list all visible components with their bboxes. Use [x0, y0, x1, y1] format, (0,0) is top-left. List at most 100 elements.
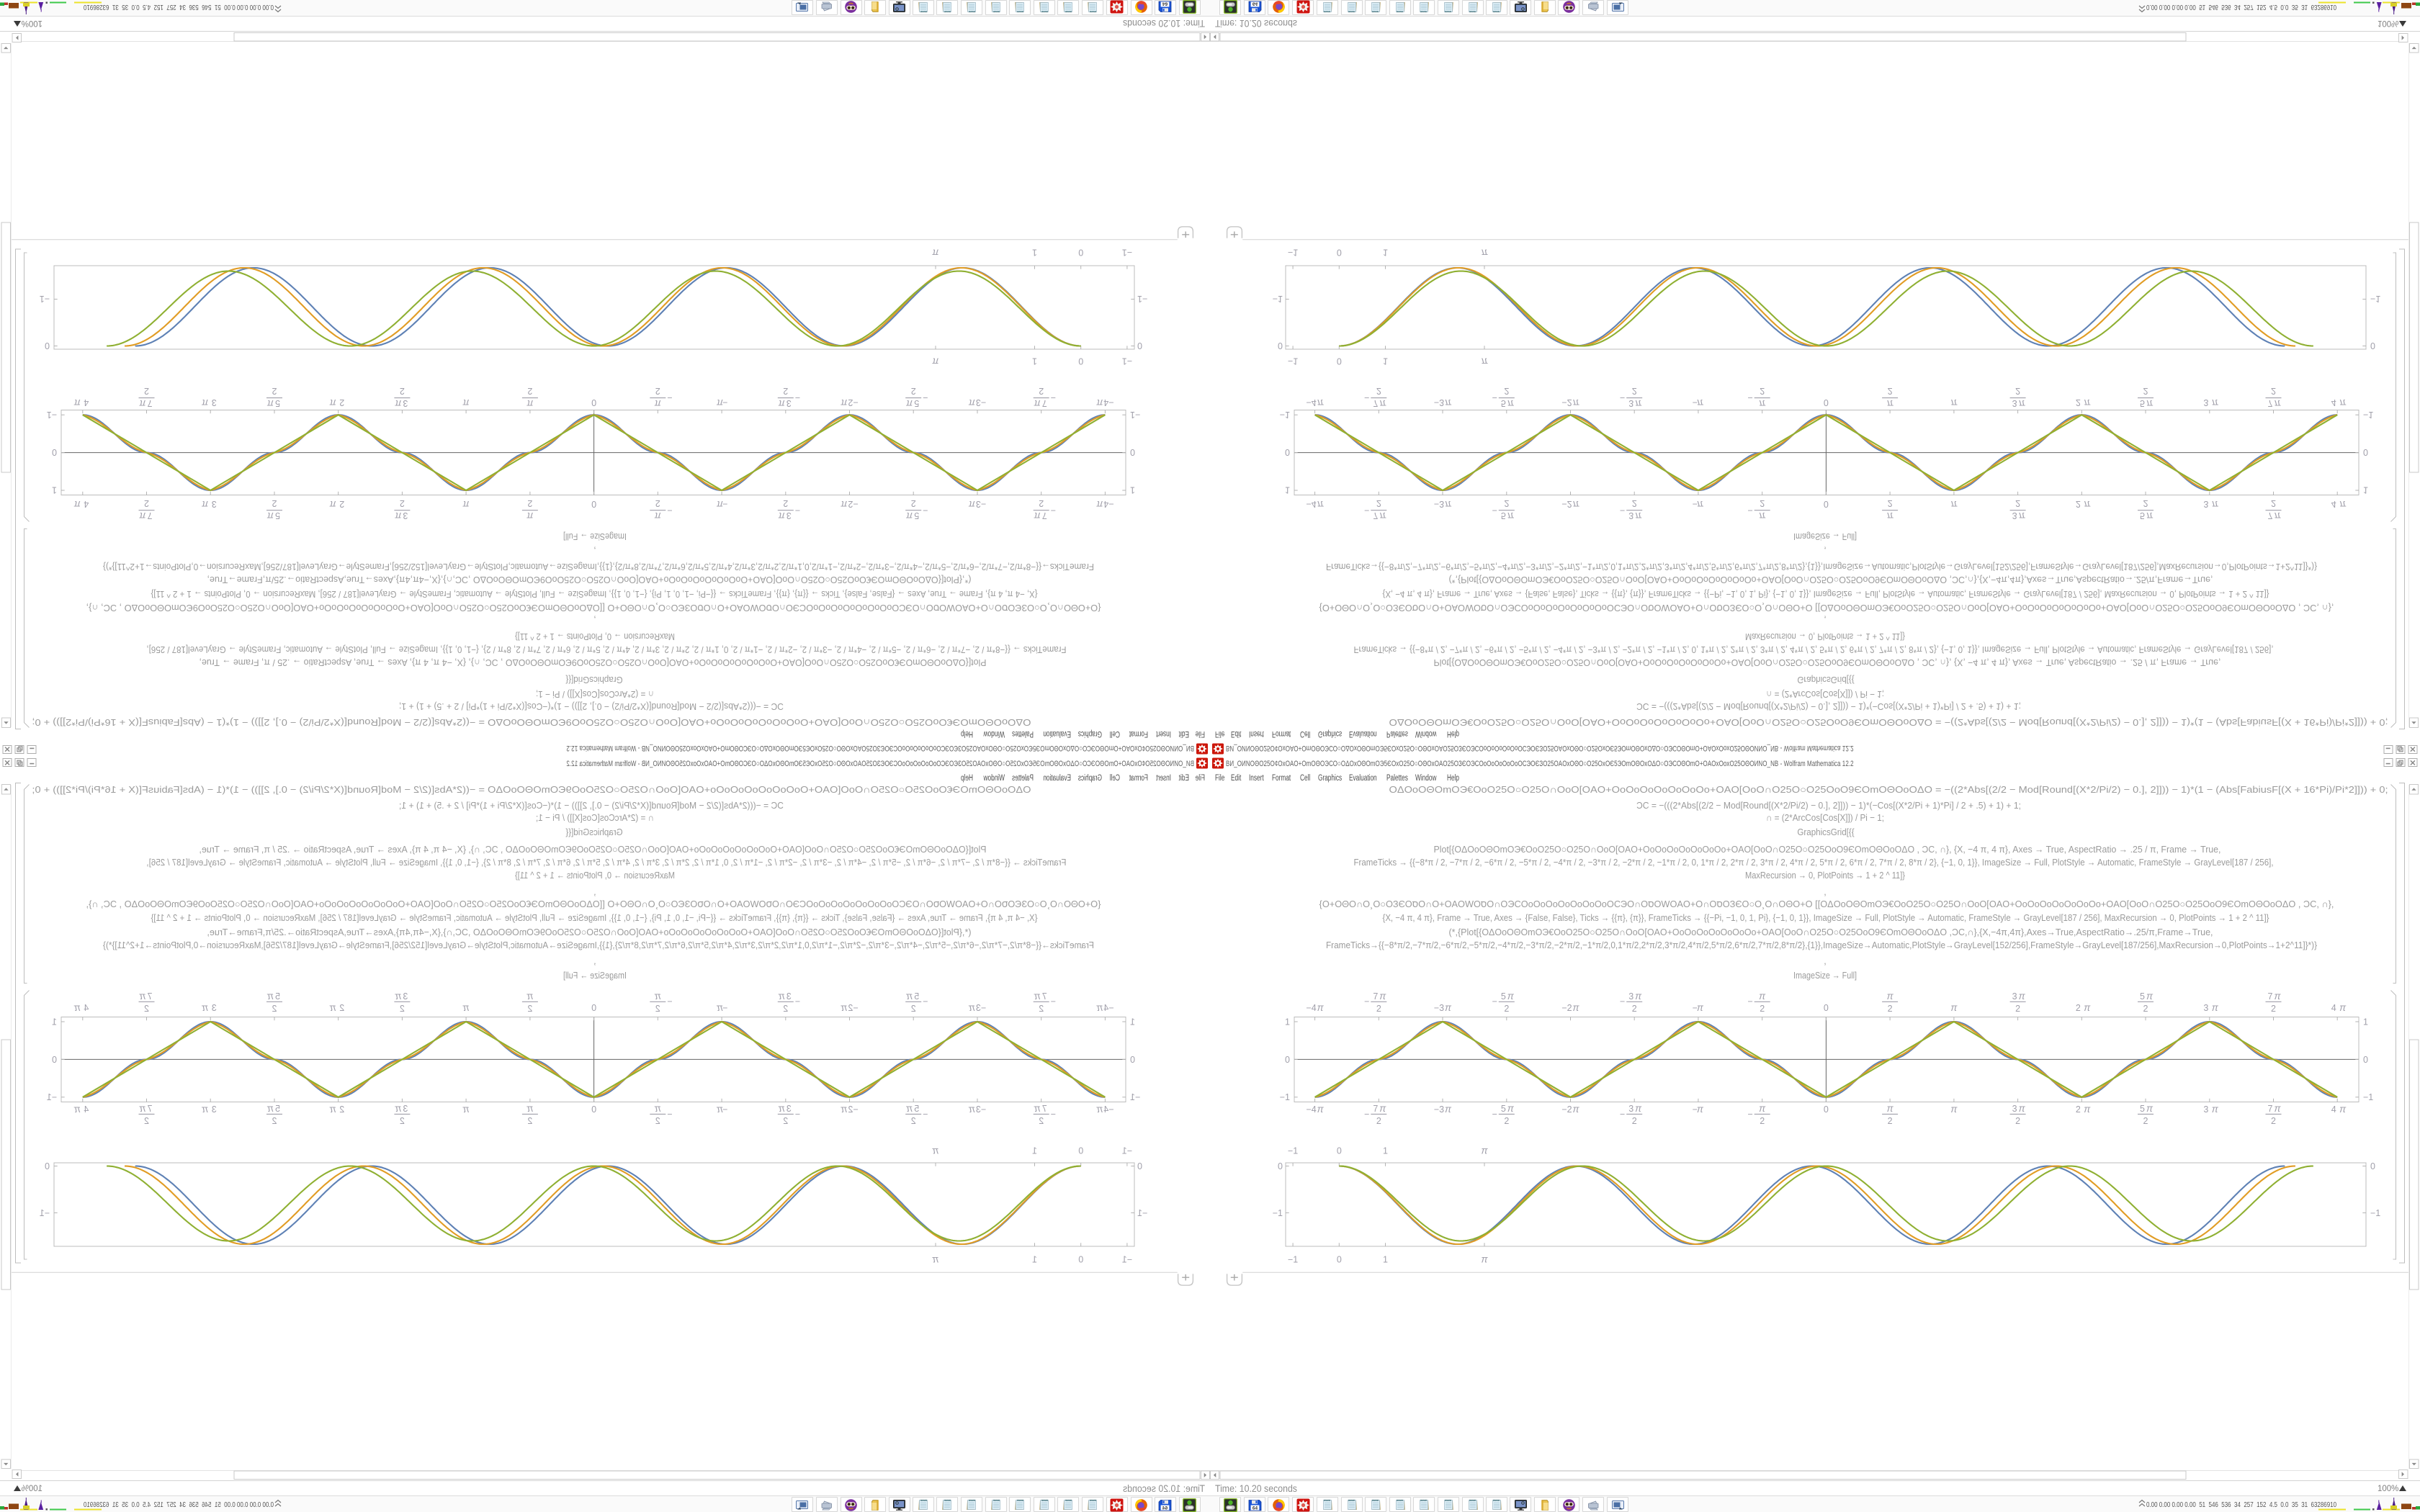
svg-text:π: π — [1697, 397, 1704, 408]
svg-text:π: π — [1481, 248, 1488, 258]
svg-text:π: π — [716, 1104, 723, 1115]
svg-text:5: 5 — [275, 1104, 280, 1114]
svg-text:π: π — [1095, 397, 1103, 408]
svg-text:−1: −1 — [1122, 248, 1132, 258]
svg-text:π: π — [201, 397, 208, 408]
svg-text:−4: −4 — [1103, 499, 1113, 509]
svg-text:0: 0 — [2363, 1055, 2368, 1065]
svg-text:−: − — [1492, 1109, 1497, 1119]
svg-text:−2: −2 — [848, 1003, 858, 1013]
svg-text:2: 2 — [1632, 1116, 1637, 1126]
svg-text:−2: −2 — [848, 499, 858, 509]
svg-text:π: π — [1379, 510, 1386, 521]
svg-text:π: π — [2084, 1002, 2091, 1013]
svg-text:π: π — [1759, 1103, 1766, 1114]
svg-text:π: π — [526, 991, 533, 1002]
svg-text:π: π — [2339, 499, 2347, 510]
svg-text:−: − — [1364, 1109, 1369, 1119]
svg-text:π: π — [778, 398, 785, 409]
svg-text:π: π — [1950, 499, 1958, 510]
svg-text:π: π — [932, 248, 939, 258]
svg-text:π: π — [526, 398, 533, 409]
svg-text:7: 7 — [1373, 398, 1378, 408]
svg-text:0: 0 — [1337, 1146, 1342, 1156]
svg-text:π: π — [266, 1103, 274, 1114]
svg-text:3: 3 — [2203, 1104, 2208, 1115]
svg-text:5: 5 — [914, 1104, 919, 1114]
svg-text:−: − — [1620, 393, 1625, 403]
svg-text:3: 3 — [1628, 398, 1634, 408]
svg-text:−4: −4 — [1103, 1104, 1113, 1115]
svg-text:3: 3 — [1628, 1104, 1634, 1114]
svg-text:π: π — [2019, 398, 2026, 409]
svg-text:0: 0 — [2370, 1161, 2375, 1171]
svg-text:3: 3 — [403, 398, 408, 408]
svg-text:7: 7 — [2268, 398, 2273, 408]
svg-text:2: 2 — [783, 1116, 788, 1126]
svg-text:2: 2 — [911, 498, 916, 508]
svg-text:π: π — [968, 397, 975, 408]
svg-text:2: 2 — [144, 1116, 149, 1126]
svg-text:0: 0 — [591, 397, 596, 408]
svg-text:3: 3 — [212, 499, 217, 509]
svg-text:−: − — [1364, 505, 1369, 516]
svg-text:−3: −3 — [976, 1003, 986, 1013]
svg-text:π: π — [968, 499, 975, 510]
svg-text:π: π — [1697, 1002, 1704, 1013]
svg-text:π: π — [654, 398, 661, 409]
svg-text:π: π — [1379, 1103, 1386, 1114]
svg-text:π: π — [1034, 1103, 1041, 1114]
svg-text:0: 0 — [1337, 248, 1342, 258]
svg-text:π: π — [654, 1103, 661, 1114]
svg-text:2: 2 — [1888, 1004, 1893, 1014]
svg-text:−: − — [795, 505, 800, 516]
svg-text:π: π — [2212, 397, 2219, 408]
svg-text:π: π — [1034, 991, 1041, 1002]
svg-text:π: π — [394, 1103, 401, 1114]
svg-text:π: π — [2339, 397, 2347, 408]
svg-text:π: π — [654, 991, 661, 1002]
svg-text:−: − — [667, 505, 672, 516]
svg-text:1: 1 — [52, 485, 57, 495]
svg-text:3: 3 — [2012, 991, 2017, 1002]
svg-text:−: − — [1051, 393, 1056, 403]
svg-text:3: 3 — [2012, 398, 2017, 408]
svg-text:π: π — [139, 991, 146, 1002]
svg-text:3: 3 — [786, 1104, 792, 1114]
svg-text:−: − — [1051, 996, 1056, 1007]
svg-text:1: 1 — [1285, 1017, 1290, 1027]
svg-text:3: 3 — [2012, 510, 2017, 521]
svg-text:2: 2 — [339, 397, 344, 408]
svg-text:1: 1 — [1130, 1017, 1135, 1027]
svg-text:5: 5 — [1501, 1104, 1506, 1114]
svg-text:−: − — [667, 393, 672, 403]
svg-text:5: 5 — [2140, 991, 2145, 1002]
svg-text:π: π — [329, 397, 336, 408]
svg-text:−: − — [1364, 996, 1369, 1007]
svg-text:π: π — [1507, 1103, 1515, 1114]
svg-text:π: π — [2274, 510, 2281, 521]
svg-text:0: 0 — [1078, 1254, 1083, 1264]
svg-text:2: 2 — [144, 498, 149, 508]
svg-text:−1: −1 — [1288, 1254, 1298, 1264]
svg-text:−1: −1 — [1288, 248, 1298, 258]
svg-text:2: 2 — [2015, 498, 2020, 508]
svg-text:π: π — [841, 499, 848, 510]
svg-text:π: π — [1887, 1103, 1894, 1114]
svg-text:0: 0 — [591, 499, 596, 509]
svg-text:2: 2 — [1632, 386, 1637, 396]
svg-text:−: − — [923, 505, 928, 516]
svg-text:1: 1 — [2363, 1017, 2368, 1027]
svg-text:2: 2 — [911, 1116, 916, 1126]
svg-text:1: 1 — [1032, 356, 1037, 366]
svg-text:1: 1 — [1383, 248, 1388, 258]
svg-text:2: 2 — [2271, 498, 2276, 508]
svg-text:5: 5 — [275, 991, 280, 1002]
svg-text:0: 0 — [591, 1003, 596, 1013]
svg-text:−1: −1 — [1122, 1146, 1132, 1156]
svg-text:4: 4 — [84, 397, 89, 408]
svg-text:2: 2 — [1039, 386, 1044, 396]
svg-text:−1: −1 — [1130, 410, 1140, 420]
svg-text:1: 1 — [52, 1017, 57, 1027]
svg-text:−2: −2 — [1561, 1104, 1572, 1115]
